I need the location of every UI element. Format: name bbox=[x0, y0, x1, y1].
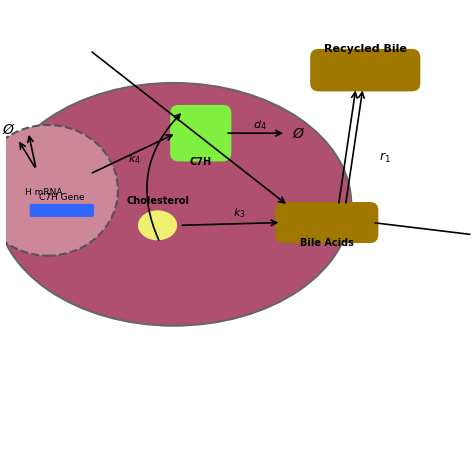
Text: $r_1$: $r_1$ bbox=[379, 151, 391, 164]
Text: Bile Acids: Bile Acids bbox=[300, 238, 354, 248]
FancyBboxPatch shape bbox=[310, 49, 420, 91]
Text: C7H: C7H bbox=[190, 157, 212, 167]
Text: H mRNA: H mRNA bbox=[25, 188, 62, 197]
Text: $Ø$: $Ø$ bbox=[2, 122, 16, 137]
Text: $k_3$: $k_3$ bbox=[233, 206, 246, 220]
Text: Recycled Bile: Recycled Bile bbox=[324, 44, 407, 54]
FancyBboxPatch shape bbox=[275, 202, 378, 243]
Text: C7H Gene: C7H Gene bbox=[39, 193, 85, 202]
Text: $k_4$: $k_4$ bbox=[128, 152, 141, 166]
Ellipse shape bbox=[0, 125, 118, 255]
Ellipse shape bbox=[0, 83, 351, 326]
FancyBboxPatch shape bbox=[170, 105, 231, 161]
FancyBboxPatch shape bbox=[30, 204, 94, 217]
Ellipse shape bbox=[138, 210, 177, 240]
Text: $d_4$: $d_4$ bbox=[254, 118, 267, 132]
Text: $Ø$: $Ø$ bbox=[292, 126, 306, 141]
Text: Cholesterol: Cholesterol bbox=[126, 196, 189, 206]
